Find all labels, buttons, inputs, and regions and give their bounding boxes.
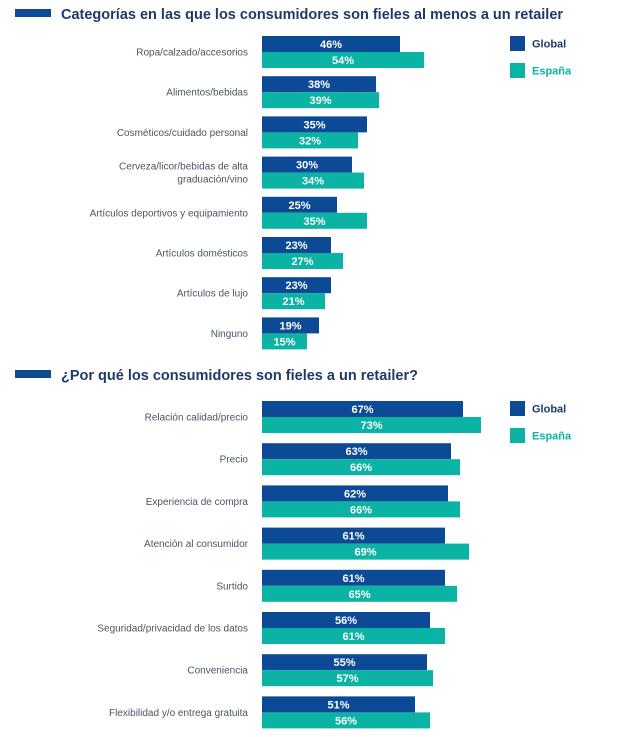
category-label: Atención al consumidor <box>144 539 249 550</box>
value-label-espana: 34% <box>302 176 324 188</box>
bar-espana <box>262 172 364 189</box>
bar-global <box>262 654 427 671</box>
bar-espana <box>262 670 433 687</box>
value-label-espana: 35% <box>303 216 325 228</box>
value-label-espana: 54% <box>332 55 354 67</box>
value-label-global: 61% <box>342 573 364 585</box>
value-label-espana: 69% <box>354 547 376 559</box>
category-label: Alimentos/bebidas <box>166 88 248 99</box>
value-label-global: 55% <box>333 657 355 669</box>
bar-global <box>262 527 445 544</box>
bar-espana <box>262 293 325 310</box>
category-label: Precio <box>220 455 249 466</box>
title-marker <box>15 9 51 17</box>
bar-espana <box>262 628 445 644</box>
bar-global <box>262 485 448 502</box>
value-label-global: 19% <box>279 320 301 332</box>
bar-global <box>262 569 445 586</box>
value-label-global: 25% <box>288 200 310 212</box>
legend-swatch-espana <box>510 63 525 78</box>
legend-label-espana: España <box>532 66 572 78</box>
value-label-global: 23% <box>285 240 307 252</box>
category-label: Cosméticos/cuidado personal <box>117 128 248 139</box>
category-label: Relación calidad/precio <box>145 413 249 424</box>
bar-global <box>262 277 331 294</box>
chart-title: ¿Por qué los consumidores son fieles a u… <box>61 368 418 384</box>
bar-global <box>262 443 451 460</box>
value-label-espana: 27% <box>291 256 313 268</box>
value-label-global: 23% <box>285 280 307 292</box>
value-label-global: 46% <box>320 39 342 51</box>
category-label: graduación/vino <box>177 175 248 186</box>
value-label-espana: 21% <box>282 296 304 308</box>
value-label-espana: 66% <box>350 504 372 516</box>
bar-global <box>262 401 463 417</box>
value-label-global: 56% <box>335 615 357 627</box>
bar-espana <box>262 52 424 68</box>
bar-espana <box>262 585 457 602</box>
value-label-espana: 57% <box>336 673 358 685</box>
category-label: Artículos deportivos y equipamiento <box>90 208 249 219</box>
legend-label-global: Global <box>532 39 566 51</box>
legend-label-espana: España <box>532 431 572 443</box>
category-label: Ropa/calzado/accesorios <box>136 48 248 59</box>
value-label-espana: 32% <box>299 135 321 147</box>
value-label-global: 63% <box>345 446 367 458</box>
bar-espana <box>262 417 481 433</box>
category-label: Artículos de lujo <box>177 289 249 300</box>
bar-espana <box>262 501 460 518</box>
value-label-espana: 56% <box>335 715 357 727</box>
value-label-global: 61% <box>342 531 364 543</box>
bar-global <box>262 196 337 213</box>
bar-espana <box>262 712 430 729</box>
chart-2: ¿Por qué los consumidores son fieles a u… <box>15 368 572 729</box>
legend-label-global: Global <box>532 404 566 416</box>
bar-global <box>262 317 319 334</box>
value-label-espana: 61% <box>342 631 364 643</box>
chart-title: Categorías en las que los consumidores s… <box>61 7 563 23</box>
bar-global <box>262 76 376 93</box>
value-label-global: 38% <box>308 79 330 91</box>
bar-global <box>262 116 367 133</box>
chart-1: Categorías en las que los consumidores s… <box>15 7 572 350</box>
category-label: Surtido <box>216 581 248 592</box>
value-label-espana: 39% <box>309 95 331 107</box>
bar-global <box>262 237 331 253</box>
legend-swatch-global <box>510 401 525 416</box>
value-label-global: 51% <box>327 699 349 711</box>
value-label-global: 35% <box>303 119 325 131</box>
bar-global <box>262 696 415 713</box>
legend-swatch-global <box>510 36 525 51</box>
legend-swatch-espana <box>510 428 525 443</box>
bar-global <box>262 612 430 628</box>
value-label-espana: 65% <box>348 589 370 601</box>
value-label-global: 62% <box>344 488 366 500</box>
category-label: Cerveza/licor/bebidas de alta <box>119 162 248 173</box>
value-label-espana: 66% <box>350 462 372 474</box>
bar-global <box>262 36 400 52</box>
bar-espana <box>262 132 358 149</box>
bar-espana <box>262 253 343 269</box>
category-label: Seguridad/privacidad de los datos <box>97 624 248 635</box>
bar-global <box>262 156 352 173</box>
bar-espana <box>262 459 460 476</box>
title-marker <box>15 370 51 378</box>
value-label-espana: 73% <box>360 420 382 432</box>
category-label: Ninguno <box>211 329 249 340</box>
value-label-global: 30% <box>296 160 318 172</box>
value-label-espana: 15% <box>273 336 295 348</box>
bar-espana <box>262 333 307 350</box>
category-label: Flexibilidad y/o entrega gratuita <box>109 708 248 719</box>
bar-espana <box>262 92 379 109</box>
category-label: Experiencia de compra <box>146 497 249 508</box>
category-label: Conveniencia <box>187 666 248 677</box>
bar-espana <box>262 212 367 229</box>
bar-espana <box>262 543 469 560</box>
category-label: Artículos domésticos <box>156 249 248 260</box>
value-label-global: 67% <box>351 404 373 416</box>
